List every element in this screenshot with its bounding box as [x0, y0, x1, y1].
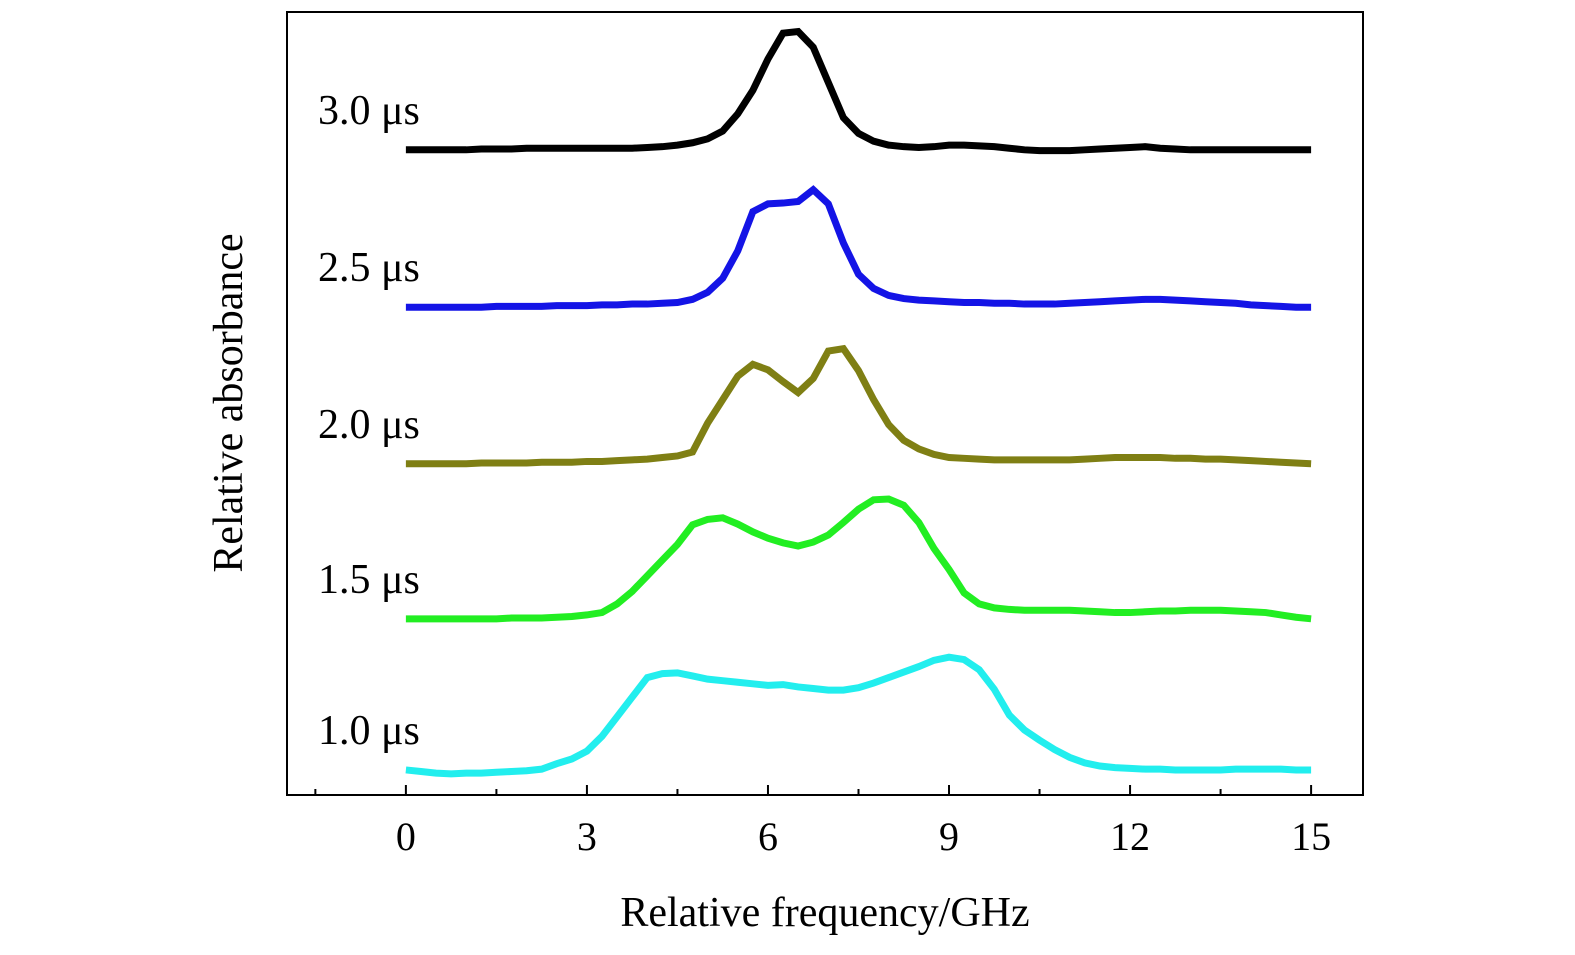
x-tick-label: 0 [396, 814, 416, 859]
series-line [405, 653, 1312, 778]
x-tick-label: 12 [1110, 814, 1150, 859]
series-line [405, 495, 1312, 623]
x-tick-label: 6 [758, 814, 778, 859]
series-label: 1.0 μs [318, 708, 420, 754]
x-axis-label: Relative frequency/GHz [620, 890, 1029, 936]
series-label: 3.0 μs [318, 88, 420, 134]
series-label: 1.5 μs [318, 557, 420, 603]
plot-frame [286, 11, 1364, 796]
x-tick-label: 15 [1291, 814, 1331, 859]
series-label: 2.0 μs [318, 402, 420, 448]
series-line [405, 27, 1312, 155]
series-line [405, 185, 1312, 311]
x-tick-label: 3 [577, 814, 597, 859]
x-tick-label: 9 [939, 814, 959, 859]
y-axis-label: Relative absorbance [206, 233, 252, 572]
series-label: 2.5 μs [318, 245, 420, 291]
series-line [405, 344, 1312, 468]
